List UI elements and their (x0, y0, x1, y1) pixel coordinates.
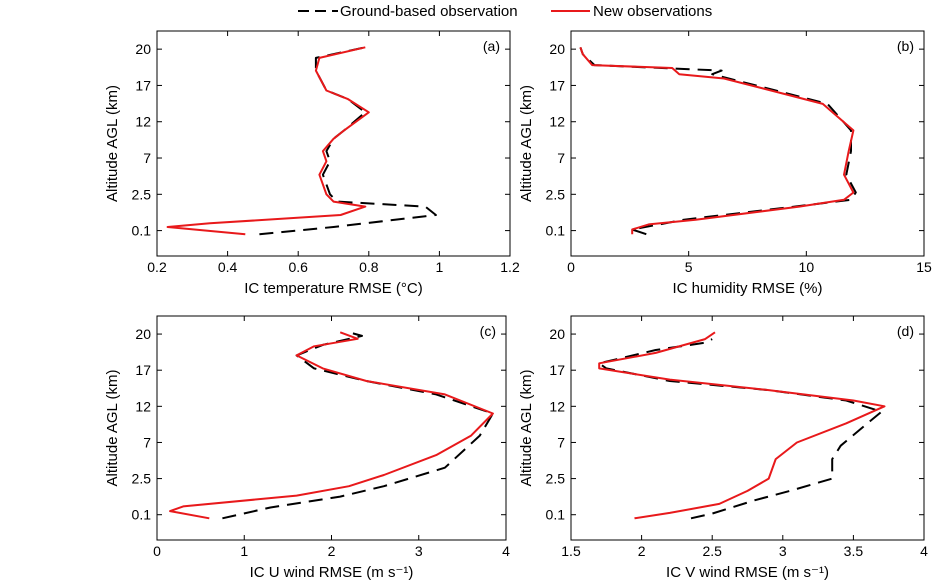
legend-label-new-observations: New observations (593, 3, 712, 20)
x-tick-label: 4 (502, 543, 510, 559)
x-tick-label: 3 (415, 543, 423, 559)
x-tick-label: 0 (567, 259, 575, 275)
x-tick-label: 15 (916, 259, 932, 275)
y-axis-label: Altitude AGL (km) (104, 370, 121, 487)
y-tick-label: 0.1 (132, 507, 152, 523)
series-line-new-observations (166, 46, 370, 236)
x-tick-label: 0.4 (218, 259, 238, 275)
y-tick-label: 0.1 (546, 223, 566, 239)
y-tick-label: 20 (549, 326, 565, 342)
x-tick-label: 3 (779, 543, 787, 559)
y-tick-label: 2.5 (132, 471, 152, 487)
series-line-new-observations (598, 331, 886, 520)
y-tick-label: 0.1 (546, 507, 566, 523)
panel-b: 0 5 10 15 0.1 2.5 7 12 17 20 IC humidity RMSE (%) A… (518, 30, 932, 297)
y-tick-label: 12 (135, 398, 151, 414)
series-line-ground-based (222, 331, 494, 520)
series-line-ground-based (259, 46, 437, 236)
plot-frame (570, 315, 925, 541)
x-tick-label: 1.5 (561, 543, 581, 559)
series-line-new-observations (579, 46, 855, 235)
y-tick-label: 12 (549, 114, 565, 130)
y-tick-label: 2.5 (132, 186, 152, 202)
x-tick-label: 2 (328, 543, 336, 559)
plot-frame (570, 30, 925, 257)
x-tick-label: 10 (799, 259, 815, 275)
y-tick-label: 12 (549, 398, 565, 414)
x-tick-label: 0 (153, 543, 161, 559)
series-line-ground-based (598, 338, 883, 520)
y-tick-label: 17 (135, 362, 151, 378)
panel-label: (b) (897, 38, 914, 54)
panel-label: (c) (480, 323, 496, 339)
x-tick-label: 0.8 (359, 259, 379, 275)
legend: Ground-based observation New observation… (298, 3, 712, 20)
y-tick-label: 7 (557, 434, 565, 450)
y-tick-label: 12 (135, 114, 151, 130)
y-tick-label: 7 (557, 150, 565, 166)
x-tick-label: 1 (436, 259, 444, 275)
y-axis-label: Altitude AGL (km) (518, 85, 535, 202)
x-tick-label: 2 (638, 543, 646, 559)
y-tick-label: 20 (549, 41, 565, 57)
y-tick-label: 7 (143, 150, 151, 166)
x-tick-label: 1.2 (500, 259, 520, 275)
plot-frame (156, 30, 511, 257)
y-tick-label: 20 (135, 326, 151, 342)
y-tick-label: 17 (549, 362, 565, 378)
y-tick-label: 17 (135, 77, 151, 93)
x-axis-label: IC V wind RMSE (m s⁻¹) (666, 564, 829, 581)
x-axis-label: IC humidity RMSE (%) (672, 280, 822, 297)
x-tick-label: 0.6 (288, 259, 308, 275)
y-tick-label: 0.1 (132, 223, 152, 239)
y-axis-label: Altitude AGL (km) (104, 85, 121, 202)
x-axis-label: IC temperature RMSE (°C) (244, 280, 423, 297)
y-tick-label: 2.5 (546, 471, 566, 487)
panel-a: 0.2 0.4 0.6 0.8 1 1.2 0.1 2.5 7 12 17 20 IC temperat… (104, 30, 520, 297)
y-axis-label: Altitude AGL (km) (518, 370, 535, 487)
y-tick-label: 17 (549, 77, 565, 93)
plot-frame (156, 315, 507, 541)
panel-d: 1.5 2 2.5 3 3.5 4 0.1 2.5 7 12 17 20 IC V wind RMSE … (518, 315, 928, 581)
y-tick-label: 7 (143, 434, 151, 450)
x-tick-label: 0.2 (147, 259, 167, 275)
y-tick-label: 2.5 (546, 186, 566, 202)
x-tick-label: 2.5 (702, 543, 722, 559)
series-line-ground-based (579, 46, 857, 236)
x-tick-label: 1 (240, 543, 248, 559)
x-tick-label: 3.5 (844, 543, 864, 559)
panel-label: (a) (483, 38, 500, 54)
x-axis-label: IC U wind RMSE (m s⁻¹) (250, 564, 414, 581)
series-line-new-observations (169, 331, 494, 520)
y-tick-label: 20 (135, 41, 151, 57)
panel-label: (d) (897, 323, 914, 339)
x-tick-label: 5 (685, 259, 693, 275)
legend-label-ground-based: Ground-based observation (340, 3, 518, 20)
x-tick-label: 4 (920, 543, 928, 559)
